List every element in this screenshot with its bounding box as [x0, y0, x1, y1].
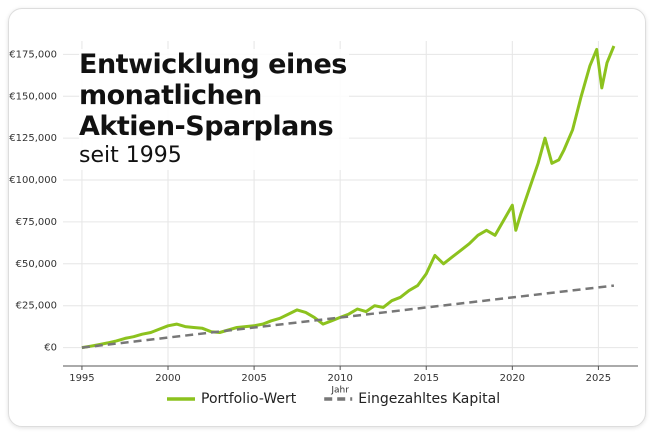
x-tick-label: 2020 — [500, 373, 525, 384]
series-line — [81, 45, 616, 350]
chart-title: Entwicklung eines monatlichen Aktien-Spa… — [79, 49, 347, 142]
chart: €0 €25,000 €50,000 €75,000 €100,000 €125,000 €… — [9, 41, 638, 407]
x-tick-label: 2015 — [414, 373, 439, 384]
heading: Entwicklung eines monatlichen Aktien-Spa… — [79, 49, 349, 170]
x-tick-label: 2005 — [241, 373, 266, 384]
y-tick-label: €0 — [44, 343, 57, 354]
y-tick-label: €75,000 — [16, 217, 57, 228]
x-axis-label: Jahr — [330, 386, 349, 396]
x-tick-label: 2000 — [155, 373, 180, 384]
x-tick-label: 1995 — [69, 373, 94, 384]
y-tick-label: €50,000 — [16, 259, 57, 270]
x-tick-label: 2025 — [586, 373, 611, 384]
y-tick-label: €100,000 — [9, 175, 57, 186]
legend-label: Portfolio-Wert — [201, 391, 297, 407]
series-line — [81, 284, 615, 349]
y-tick-label: €175,000 — [9, 49, 57, 60]
y-tick-label: €25,000 — [16, 301, 57, 312]
y-tick-label: €150,000 — [9, 91, 57, 102]
legend-label: Eingezahltes Kapital — [358, 391, 500, 407]
x-tick-label: 2010 — [327, 373, 352, 384]
chart-subtitle: seit 1995 — [79, 143, 182, 168]
y-tick-label: €125,000 — [9, 133, 57, 144]
card: €0 €25,000 €50,000 €75,000 €100,000 €125,000 €… — [8, 8, 646, 427]
